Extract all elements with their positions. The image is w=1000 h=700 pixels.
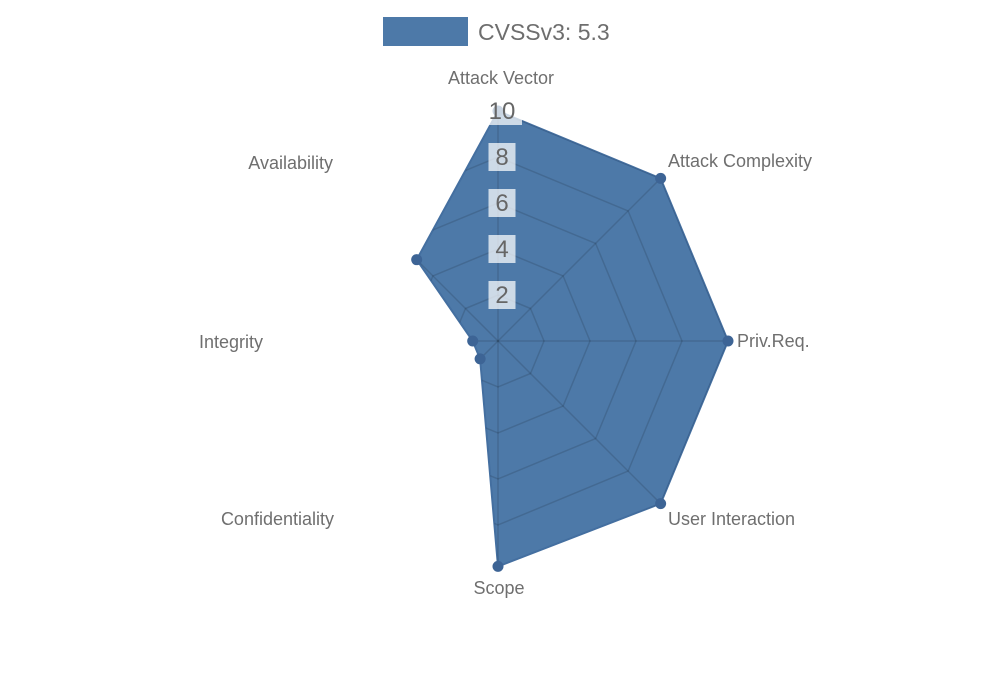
axis-spoke [497,340,662,505]
tick-label: 2 [495,282,508,309]
grid-ring [451,294,545,388]
axis-label-attack-complexity: Attack Complexity [668,151,812,171]
data-point [655,498,667,510]
tick-backdrop [488,235,516,263]
axis-label-confidentiality: Confidentiality [221,509,334,529]
chart-legend[interactable]: CVSSv3: 5.3 [383,17,610,46]
tick-backdrop [488,189,516,217]
tick-backdrop [488,143,516,171]
axis-spoke [416,340,499,505]
tick-backdrop [488,281,516,309]
axis-label-scope: Scope [473,578,524,598]
axis-spoke [497,177,662,342]
data-point [474,353,486,365]
grid-ring [416,156,683,526]
axis-label-user-interaction: User Interaction [668,509,795,529]
axis-label-integrity: Integrity [199,332,263,352]
grid-ring [416,202,637,480]
radar-plot-area: 2 4 6 8 10 Attack Vector Attack Complexity Priv… [199,68,812,598]
tick-label: 6 [495,190,508,217]
axis-label-attack-vector: Attack Vector [448,68,554,88]
tick-backdrop [482,97,522,125]
legend-color-swatch [383,17,468,46]
data-point [655,172,667,184]
data-point [411,254,423,266]
data-point [492,560,504,572]
axis-label-priv-req-: Priv.Req. [737,331,810,351]
data-point [722,335,734,347]
tick-label: 10 [489,98,516,125]
tick-label: 4 [495,236,508,263]
axis-spoke [416,177,499,342]
legend-label: CVSSv3: 5.3 [478,19,610,45]
tick-label: 8 [495,144,508,171]
axis-label-availability: Availability [248,153,333,173]
data-point [467,335,479,347]
